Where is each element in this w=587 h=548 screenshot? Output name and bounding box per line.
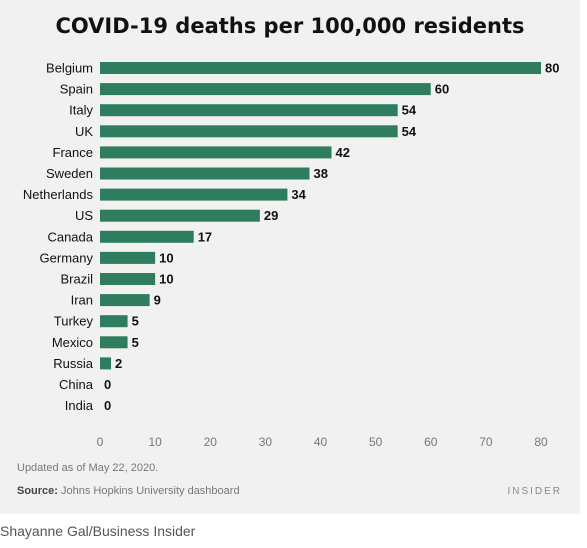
x-tick-label: 10 — [148, 435, 162, 449]
value-label: 42 — [336, 145, 350, 160]
value-label: 38 — [313, 166, 327, 181]
category-label: Brazil — [60, 272, 93, 287]
category-label: Italy — [69, 103, 93, 118]
category-label: Russia — [53, 356, 94, 371]
category-label: France — [53, 145, 93, 160]
value-label: 5 — [132, 314, 139, 329]
x-tick-label: 0 — [97, 435, 104, 449]
category-label: Canada — [47, 229, 93, 244]
bar — [100, 104, 398, 117]
source-text: Johns Hopkins University dashboard — [57, 485, 240, 497]
bar — [100, 273, 156, 285]
x-tick-label: 20 — [204, 435, 218, 449]
value-label: 34 — [291, 187, 306, 202]
chart-card: COVID-19 deaths per 100,000 residents Be… — [0, 0, 580, 514]
x-tick-label: 40 — [314, 435, 328, 449]
category-label: Spain — [60, 82, 93, 97]
category-label: UK — [75, 124, 93, 139]
value-label: 60 — [435, 82, 449, 97]
source-line: Source: Johns Hopkins University dashboa… — [17, 485, 240, 497]
updated-note: Updated as of May 22, 2020. — [17, 462, 159, 474]
bar — [100, 251, 156, 264]
insider-logo: INSIDER — [507, 486, 562, 497]
x-tick-label: 60 — [424, 435, 438, 449]
value-label: 2 — [115, 356, 122, 371]
value-label: 5 — [132, 335, 139, 350]
category-label: China — [59, 377, 94, 392]
category-label: Belgium — [46, 61, 93, 76]
bar — [100, 294, 150, 307]
category-label: Netherlands — [23, 187, 94, 202]
value-label: 54 — [402, 103, 417, 118]
bar — [100, 188, 288, 201]
bar — [100, 357, 112, 370]
photo-credit: Shayanne Gal/Business Insider — [0, 523, 196, 539]
bar — [100, 167, 310, 180]
category-label: Mexico — [52, 335, 93, 350]
value-label: 10 — [159, 250, 173, 265]
category-label: Turkey — [54, 314, 94, 329]
value-label: 9 — [154, 293, 161, 308]
bar — [100, 83, 431, 96]
bar — [100, 125, 398, 138]
bar-chart: Belgium 80 Spain 60 Italy 54 UK 54 France 42 Swede… — [23, 61, 560, 450]
bar — [100, 336, 128, 349]
bar — [100, 146, 332, 159]
x-tick-label: 50 — [369, 435, 383, 449]
category-label: Sweden — [46, 166, 93, 181]
bar — [100, 62, 541, 74]
value-label: 0 — [104, 377, 111, 392]
x-tick-label: 70 — [479, 435, 493, 449]
bar — [100, 209, 260, 222]
x-tick-label: 80 — [534, 435, 548, 449]
value-label: 17 — [198, 229, 212, 244]
value-label: 0 — [104, 398, 111, 413]
value-label: 80 — [545, 61, 559, 76]
chart-title: COVID-19 deaths per 100,000 residents — [55, 14, 525, 38]
category-label: India — [65, 398, 94, 413]
category-label: US — [75, 208, 93, 223]
source-label: Source: — [17, 485, 58, 497]
bar — [100, 230, 194, 243]
value-label: 54 — [402, 124, 417, 139]
x-tick-label: 30 — [259, 435, 273, 449]
bar — [100, 315, 128, 328]
value-label: 10 — [159, 272, 173, 287]
value-label: 29 — [264, 208, 278, 223]
category-label: Iran — [71, 293, 93, 308]
category-label: Germany — [40, 250, 94, 265]
